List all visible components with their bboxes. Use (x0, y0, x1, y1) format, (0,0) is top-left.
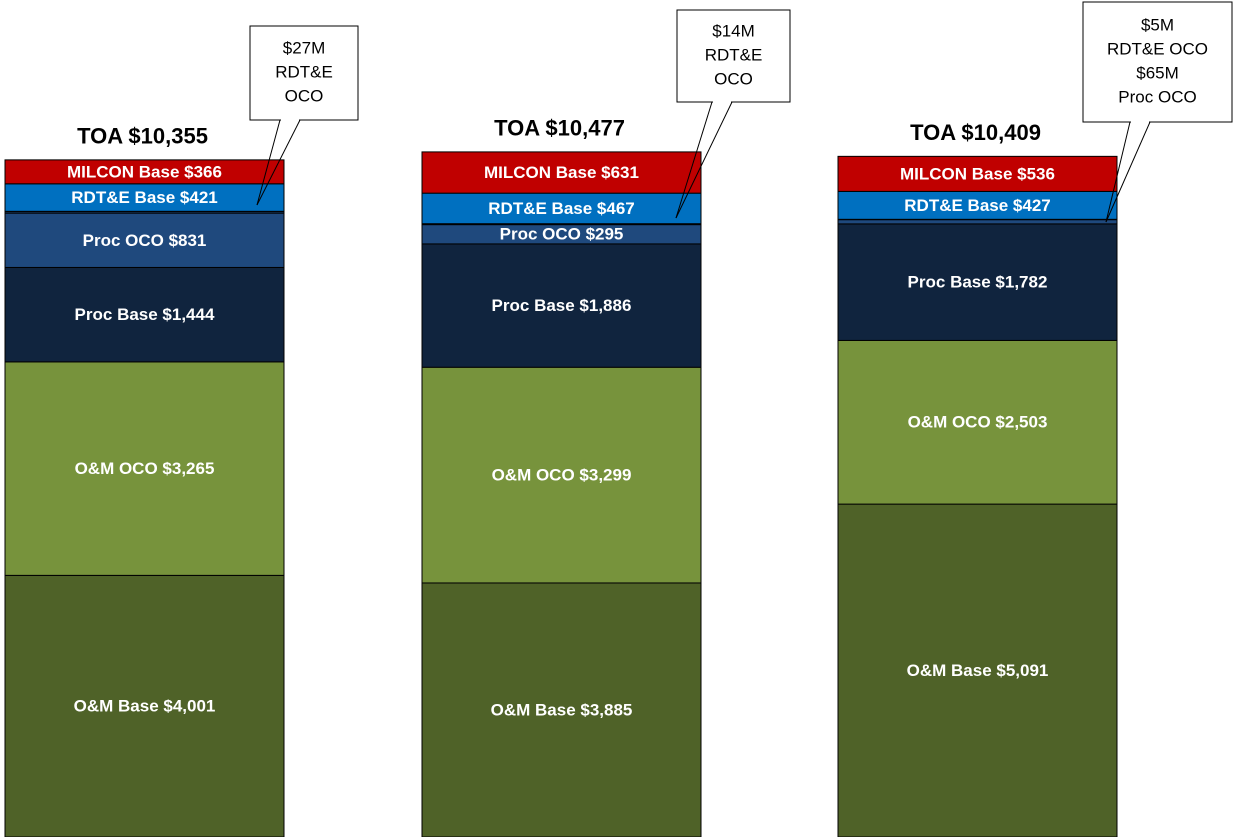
bar-segment (421, 192, 702, 225)
callout-text: $65M (1136, 63, 1179, 82)
callout-text: $27M (283, 38, 326, 57)
segment-label: RDT&E Base $467 (488, 199, 634, 218)
callout-pointer (1105, 121, 1131, 223)
callout-pointer (256, 119, 281, 206)
callout-text: Proc OCO (1118, 87, 1196, 106)
callout-text: RDT&E OCO (1107, 39, 1208, 58)
segment-label: O&M Base $4,001 (74, 697, 216, 716)
bar-segment (4, 159, 285, 185)
bar-segment (837, 190, 1118, 220)
bar-segment (837, 503, 1118, 837)
bar-segment (837, 219, 1118, 225)
callout-pointer (675, 101, 733, 219)
callout-box (1082, 1, 1233, 123)
segment-label: O&M OCO $3,265 (75, 459, 215, 478)
callout-box (249, 25, 359, 121)
callout-pointer (1105, 121, 1151, 223)
total-label: TOA $10,477 (494, 116, 625, 141)
total-label: TOA $10,355 (77, 124, 208, 149)
bar-segment (837, 223, 1118, 341)
bar-segment (837, 155, 1118, 192)
callout-text: RDT&E (705, 45, 763, 64)
callout-pointer (675, 101, 713, 219)
bar-segment (421, 151, 702, 194)
bar-segment (421, 243, 702, 368)
bar-segment (837, 339, 1118, 505)
bar-segment (421, 366, 702, 584)
segment-label: O&M Base $3,885 (491, 700, 633, 719)
callout-text: RDT&E (275, 62, 333, 81)
segment-label: Proc Base $1,444 (75, 305, 215, 324)
bar-segment (4, 183, 285, 212)
segment-label: O&M Base $5,091 (907, 661, 1049, 680)
bar-segment (4, 361, 285, 576)
bar-segment (4, 212, 285, 268)
callout-box (676, 9, 791, 103)
callout-text: OCO (714, 69, 753, 88)
bar-segment (421, 582, 702, 837)
segment-label: O&M OCO $3,299 (492, 466, 632, 485)
bar-segment (4, 266, 285, 363)
segment-label: Proc Base $1,782 (908, 273, 1048, 292)
segment-label: RDT&E Base $421 (71, 188, 217, 207)
segment-label: RDT&E Base $427 (904, 196, 1050, 215)
callout-pointer (256, 119, 301, 206)
callout-text: $14M (712, 21, 755, 40)
bar-segment (4, 574, 285, 837)
total-label: TOA $10,409 (910, 120, 1041, 145)
segment-label: MILCON Base $536 (900, 164, 1055, 183)
callout-text: $5M (1141, 15, 1174, 34)
segment-label: Proc OCO $831 (83, 231, 207, 250)
segment-label: MILCON Base $366 (67, 162, 222, 181)
segment-label: Proc Base $1,886 (492, 296, 632, 315)
segment-label: MILCON Base $631 (484, 163, 639, 182)
callout-text: OCO (285, 86, 324, 105)
segment-label: O&M OCO $2,503 (908, 413, 1048, 432)
segment-label: Proc OCO $295 (500, 225, 624, 244)
